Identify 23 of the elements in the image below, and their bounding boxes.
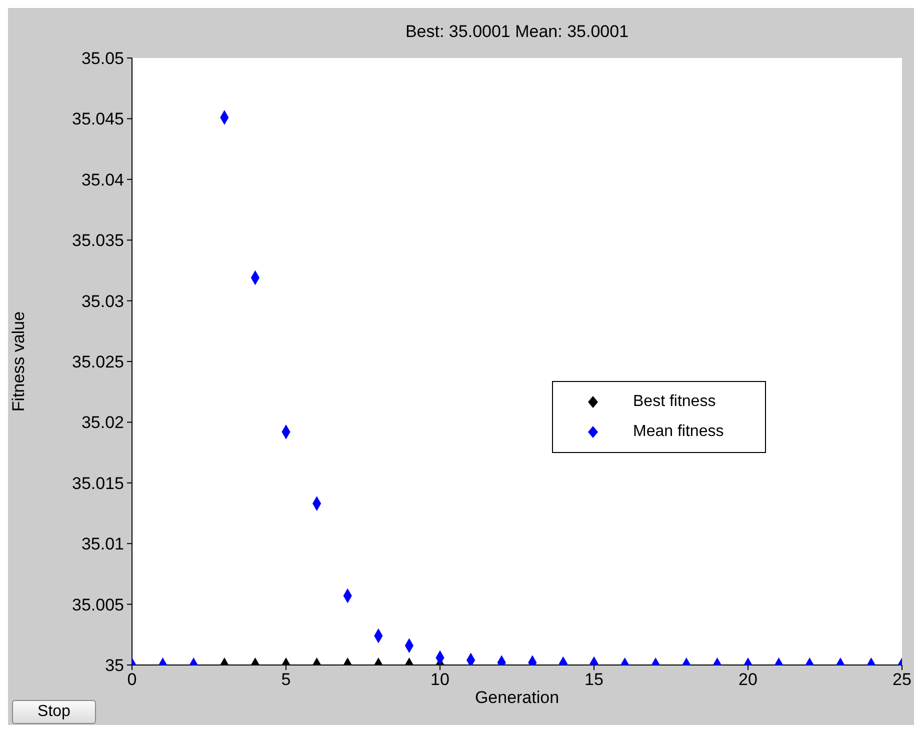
x-tick-label: 20 [738, 670, 758, 690]
y-tick-label: 35.05 [81, 49, 124, 68]
legend-label: Mean fitness [633, 423, 724, 441]
y-tick-label: 35.015 [72, 474, 124, 493]
x-tick-label: 0 [127, 670, 137, 690]
y-tick-label: 35.005 [72, 595, 124, 614]
x-tick-label: 10 [430, 670, 450, 690]
y-tick-label: 35.01 [81, 534, 124, 554]
y-tick-label: 35.02 [81, 413, 124, 432]
x-tick-label: 15 [584, 670, 604, 690]
x-axis-title: Generation [474, 688, 560, 708]
x-tick-label: 25 [892, 670, 912, 690]
y-tick-label: 35.025 [72, 352, 124, 372]
legend-label: Best fitness [633, 393, 716, 411]
stop-button: Stop [12, 700, 96, 724]
y-tick-label: 35 [105, 656, 124, 676]
chart-title: Best: 35.0001 Mean: 35.0001 [404, 22, 630, 42]
y-tick-label: 35.045 [72, 110, 124, 129]
y-tick-label: 35.035 [72, 231, 124, 250]
y-tick-label: 35.04 [81, 170, 124, 190]
y-axis-title: Fitness value [9, 311, 28, 412]
x-tick-label: 5 [281, 670, 291, 690]
y-tick-label: 35.03 [81, 292, 124, 311]
